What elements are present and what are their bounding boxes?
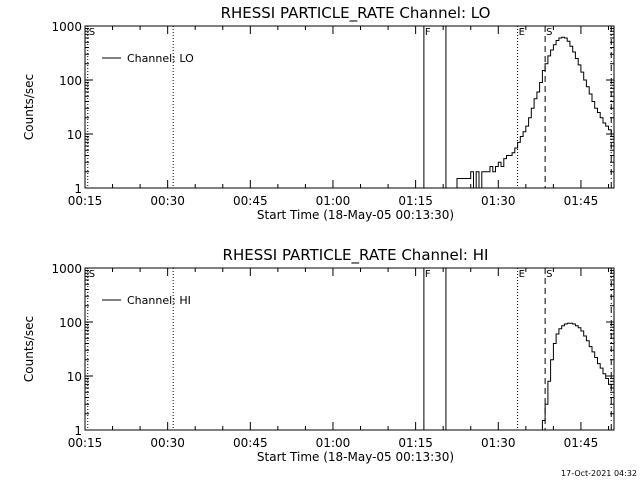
panel2-x-tick-label: 00:45: [233, 436, 268, 450]
panel1-y-tick-label: 10: [67, 128, 82, 142]
panel2-x-tick-label: 00:30: [150, 436, 185, 450]
panel1-x-tick-label: 01:45: [564, 194, 599, 208]
panel1-x-tick-label: 01:30: [481, 194, 516, 208]
panel1-x-tick-label: 01:00: [316, 194, 351, 208]
panel2-x-tick-label: 00:15: [68, 436, 103, 450]
panel2-x-tick-label: 01:45: [564, 436, 599, 450]
panel1-x-tick-label: 01:15: [398, 194, 433, 208]
panel2-data-series-line: [540, 322, 612, 431]
panel1-chart-title: RHESSI PARTICLE_RATE Channel: LO: [221, 4, 491, 23]
panel1-data-series-line: [445, 36, 612, 189]
panel1-x-tick-label: 00:30: [150, 194, 185, 208]
panel2-event-label: E: [519, 269, 525, 280]
panel2-plot-frame: [84, 267, 615, 431]
panel1-plot-frame: [84, 25, 615, 189]
panel1-event-label: S: [546, 27, 552, 38]
panel2-y-tick-label: 10: [67, 370, 82, 384]
panel2-event-label: F: [425, 269, 431, 280]
panel2-chart-title: RHESSI PARTICLE_RATE Channel: HI: [223, 246, 489, 265]
panel1-y-tick-label: 1: [74, 182, 82, 196]
panel2-x-axis-label: Start Time (18-May-05 00:13:30): [257, 450, 454, 464]
panel1-legend-label: Channel: LO: [127, 52, 194, 65]
panel1-event-label: F: [425, 27, 431, 38]
panel2-event-label: S: [546, 269, 552, 280]
panel2-x-tick-label: 01:00: [316, 436, 351, 450]
timestamp-label: 17-Oct-2021 04:32: [561, 469, 637, 478]
panel1-x-tick-label: 00:45: [233, 194, 268, 208]
panel2-legend-label: Channel: HI: [127, 294, 191, 307]
panel2-y-tick-label: 100: [59, 316, 82, 330]
panel1-x-axis-label: Start Time (18-May-05 00:13:30): [257, 208, 454, 222]
panel1-y-tick-label: 100: [59, 74, 82, 88]
panel2-event-label: S: [89, 269, 95, 280]
panel2-x-tick-label: 01:15: [398, 436, 433, 450]
panel2-x-tick-label: 01:30: [481, 436, 516, 450]
panel1-event-label: E: [519, 27, 525, 38]
panel2-y-axis-label: Counts/sec: [22, 316, 36, 382]
panel2-y-tick-label: 1000: [51, 262, 82, 276]
panel2-y-tick-label: 1: [74, 424, 82, 438]
panel1-y-axis-label: Counts/sec: [22, 74, 36, 140]
panel1-y-tick-label: 1000: [51, 20, 82, 34]
panel1-event-label: S: [89, 27, 95, 38]
panel1-x-tick-label: 00:15: [68, 194, 103, 208]
